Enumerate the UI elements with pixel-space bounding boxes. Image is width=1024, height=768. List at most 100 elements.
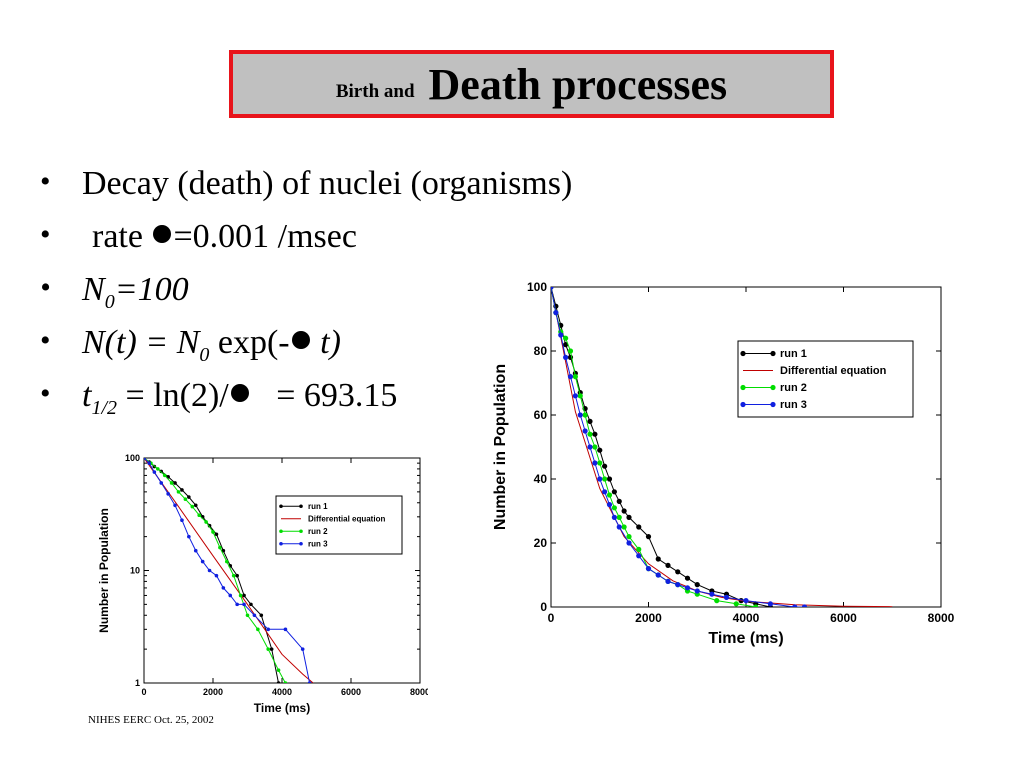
data-point (276, 681, 281, 683)
x-tick-label: 4000 (272, 687, 292, 697)
data-point (645, 566, 652, 572)
data-point (611, 505, 617, 511)
data-point (211, 530, 215, 534)
data-point (567, 374, 574, 380)
data-point (733, 601, 739, 607)
legend-marker (740, 401, 746, 408)
bullet-decay: Decay (death) of nuclei (organisms) (40, 165, 572, 218)
data-point (655, 572, 661, 578)
data-point (266, 647, 270, 651)
data-point (709, 591, 715, 597)
x-tick-label: 2000 (203, 687, 223, 697)
data-point (183, 497, 188, 502)
data-point (577, 393, 583, 399)
plot-area-frame (143, 457, 421, 684)
data-point (694, 588, 700, 594)
x-tick-label: 8000 (928, 611, 955, 625)
lambda-symbol-icon (153, 225, 172, 244)
data-point (743, 598, 749, 604)
legend-marker (770, 401, 776, 408)
data-point (645, 534, 652, 540)
bullet-n0: N0=100 (40, 271, 572, 324)
data-point (602, 463, 608, 469)
data-point (176, 490, 181, 494)
bullet-n0-sub: 0 (104, 290, 115, 313)
data-point (159, 481, 164, 485)
bullet-halflife: t1/2 = ln(2)/ = 693.15 (40, 377, 572, 430)
y-axis-label: Number in Population (492, 364, 509, 530)
data-point (563, 335, 569, 341)
data-point (767, 601, 773, 607)
title-main-text: Death processes (428, 59, 728, 109)
data-point (665, 578, 671, 584)
data-point (235, 573, 239, 578)
log-population-chart: 0 2000 4000 6000 8000 1 10 100 Time (ms) Number i… (98, 453, 428, 715)
legend-marker (279, 504, 283, 509)
bullet-rate-pre: rate (92, 218, 152, 255)
data-point (197, 513, 201, 518)
data-point (626, 514, 632, 520)
data-point (563, 354, 569, 360)
data-point (587, 431, 593, 437)
legend-marker (770, 350, 776, 357)
y-tick-label: 1 (135, 678, 140, 688)
data-point (214, 532, 219, 537)
y-axis-label: Number in Population (98, 508, 111, 633)
data-point (582, 428, 588, 434)
data-point (221, 586, 226, 590)
data-point (193, 548, 198, 553)
bullet-n0-rest: =100 (114, 271, 189, 308)
data-point (307, 681, 312, 683)
data-point (675, 569, 681, 575)
legend-marker (770, 384, 776, 391)
data-point (606, 502, 613, 508)
data-point (582, 412, 588, 418)
data-point (228, 593, 233, 598)
data-point (180, 518, 184, 522)
slide-title-box: Birth and Death processes (229, 50, 834, 118)
x-axis-label: Time (ms) (254, 701, 310, 715)
x-tick-label: 2000 (635, 611, 662, 625)
lambda-symbol-icon (230, 384, 249, 403)
x-tick-label: 6000 (341, 687, 361, 697)
bullet-formula-a: N(t) = N (82, 324, 200, 361)
data-point (572, 393, 578, 399)
y-tick-label: 100 (527, 280, 547, 294)
legend-marker (740, 384, 746, 391)
data-point (602, 476, 608, 482)
data-point (283, 627, 288, 632)
data-point (606, 492, 613, 498)
x-axis-label: Time (ms) (708, 630, 783, 647)
data-point (235, 602, 239, 607)
data-point (218, 545, 222, 550)
legend-marker (299, 541, 303, 546)
data-point (577, 412, 583, 418)
data-point (792, 604, 798, 607)
data-point (200, 559, 205, 564)
data-point (597, 460, 603, 466)
data-point (180, 488, 184, 492)
data-point (242, 593, 246, 598)
data-point (563, 342, 569, 348)
data-point (245, 613, 250, 618)
data-point (723, 594, 730, 600)
data-point (694, 582, 700, 588)
data-point (753, 604, 759, 607)
data-point (166, 492, 170, 496)
bullet-halflife-t: t (82, 377, 92, 414)
legend-label: Differential equation (780, 365, 887, 377)
data-point (655, 556, 661, 562)
x-tick-label: 0 (141, 687, 146, 697)
legend-label: run 1 (780, 348, 807, 360)
data-point (572, 374, 578, 380)
legend-label: run 3 (780, 399, 807, 411)
data-point (592, 431, 598, 437)
data-point (553, 310, 559, 316)
bullet-rate-post: =0.001 /msec (173, 218, 357, 255)
legend-marker (299, 529, 303, 534)
data-point (147, 461, 151, 465)
data-point (597, 447, 603, 453)
x-tick-label: 8000 (410, 687, 428, 697)
plot-area-frame (550, 286, 942, 608)
data-point (169, 481, 174, 485)
